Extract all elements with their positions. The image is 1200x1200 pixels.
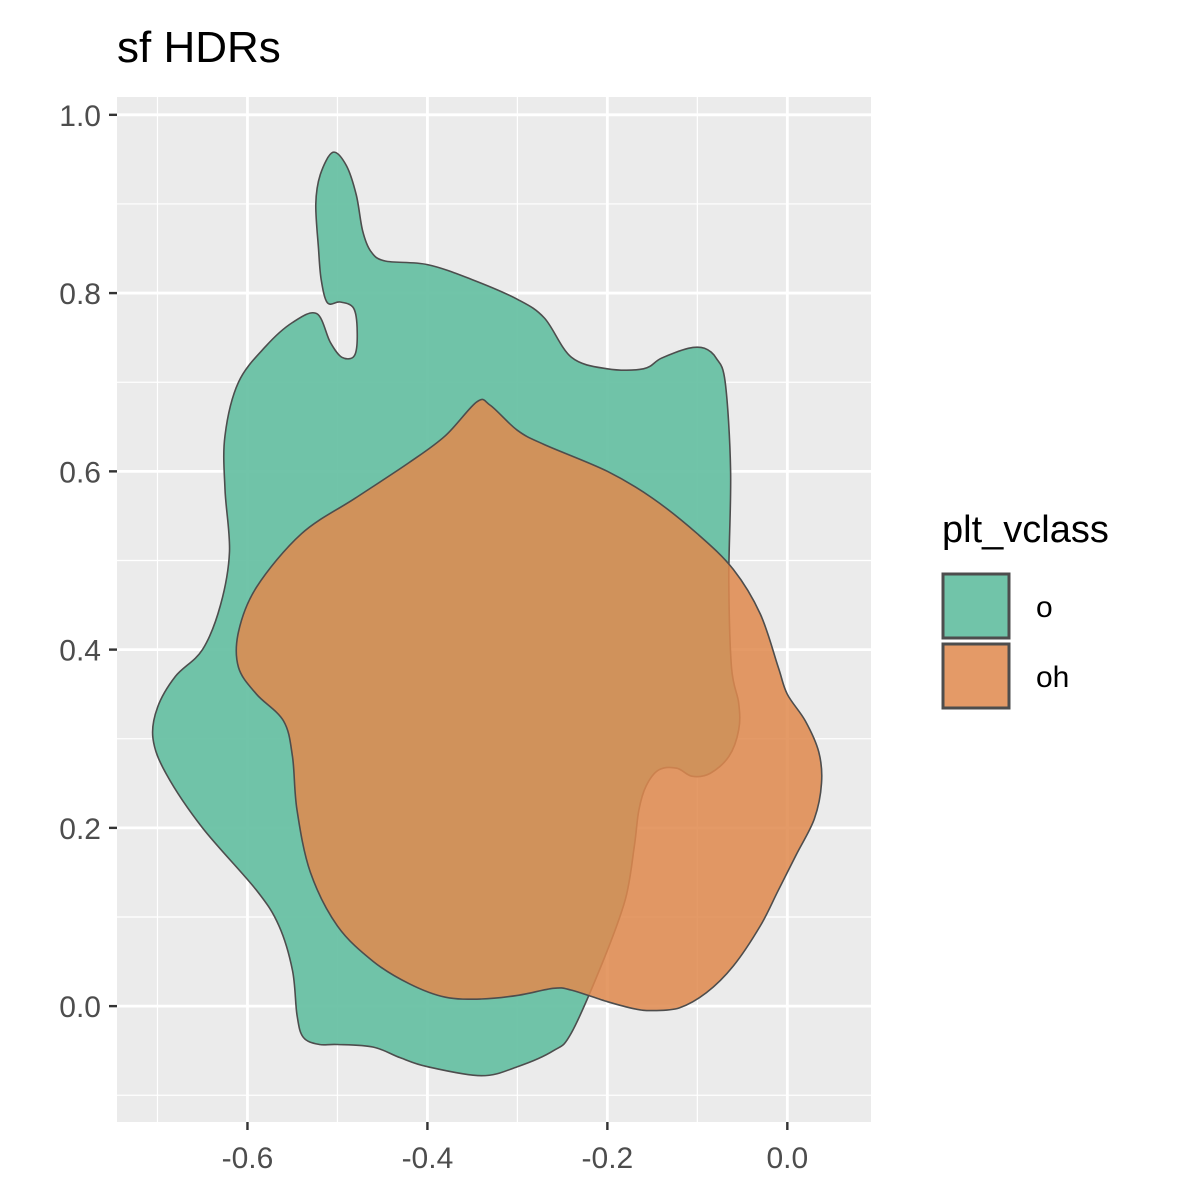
hdr-region-oh [235, 398, 823, 1012]
y-tick-label: 0.0 [59, 991, 101, 1024]
y-axis: 0.0 0.2 0.4 0.6 0.8 1.0 [59, 100, 117, 1024]
legend-label-oh: oh [1036, 661, 1069, 694]
legend-label-o: o [1036, 591, 1053, 624]
x-tick-label: -0.6 [222, 1142, 274, 1175]
y-tick-label: 1.0 [59, 100, 101, 133]
x-tick-label: -0.2 [582, 1142, 634, 1175]
chart-title: sf HDRs [117, 23, 281, 72]
legend-key-o [941, 572, 1011, 640]
x-tick-label: 0.0 [766, 1142, 808, 1175]
y-tick-label: 0.8 [59, 278, 101, 311]
legend: plt_vclass o oh [941, 509, 1109, 710]
x-axis: -0.6 -0.4 -0.2 0.0 [222, 1122, 808, 1175]
legend-key-oh [941, 642, 1011, 710]
legend-title: plt_vclass [942, 509, 1109, 551]
hdr-regions [151, 151, 823, 1077]
y-tick-label: 0.6 [59, 456, 101, 489]
x-tick-label: -0.4 [402, 1142, 454, 1175]
y-tick-label: 0.2 [59, 813, 101, 846]
y-tick-label: 0.4 [59, 635, 101, 668]
